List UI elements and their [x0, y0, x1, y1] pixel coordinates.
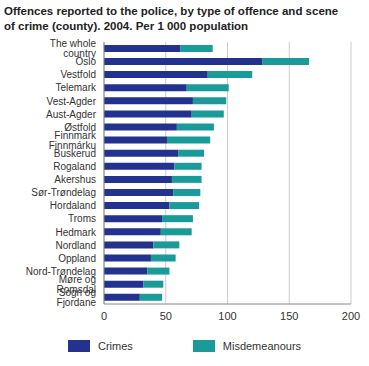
svg-text:Oppland: Oppland — [58, 253, 96, 264]
svg-text:Oslo: Oslo — [75, 56, 96, 67]
svg-text:Rogaland: Rogaland — [53, 161, 96, 172]
svg-text:Vestfold: Vestfold — [60, 69, 96, 80]
svg-text:Nordland: Nordland — [55, 240, 96, 251]
svg-text:Sør-Trøndelag: Sør-Trøndelag — [31, 187, 96, 198]
svg-text:0: 0 — [101, 310, 107, 322]
svg-text:Buskerud: Buskerud — [54, 148, 96, 159]
svg-text:Troms: Troms — [68, 213, 96, 224]
svg-text:150: 150 — [280, 310, 298, 322]
svg-text:200: 200 — [342, 310, 360, 322]
svg-text:Aust-Agder: Aust-Agder — [46, 109, 97, 120]
svg-text:Sogn ogFjordane: Sogn ogFjordane — [57, 287, 97, 308]
svg-text:Akershus: Akershus — [54, 174, 96, 185]
svg-text:Hordaland: Hordaland — [50, 200, 96, 211]
svg-text:100: 100 — [218, 310, 236, 322]
svg-text:Vest-Agder: Vest-Agder — [47, 96, 97, 107]
svg-text:50: 50 — [160, 310, 172, 322]
svg-text:Hedmark: Hedmark — [55, 227, 97, 238]
svg-text:Telemark: Telemark — [55, 82, 97, 93]
